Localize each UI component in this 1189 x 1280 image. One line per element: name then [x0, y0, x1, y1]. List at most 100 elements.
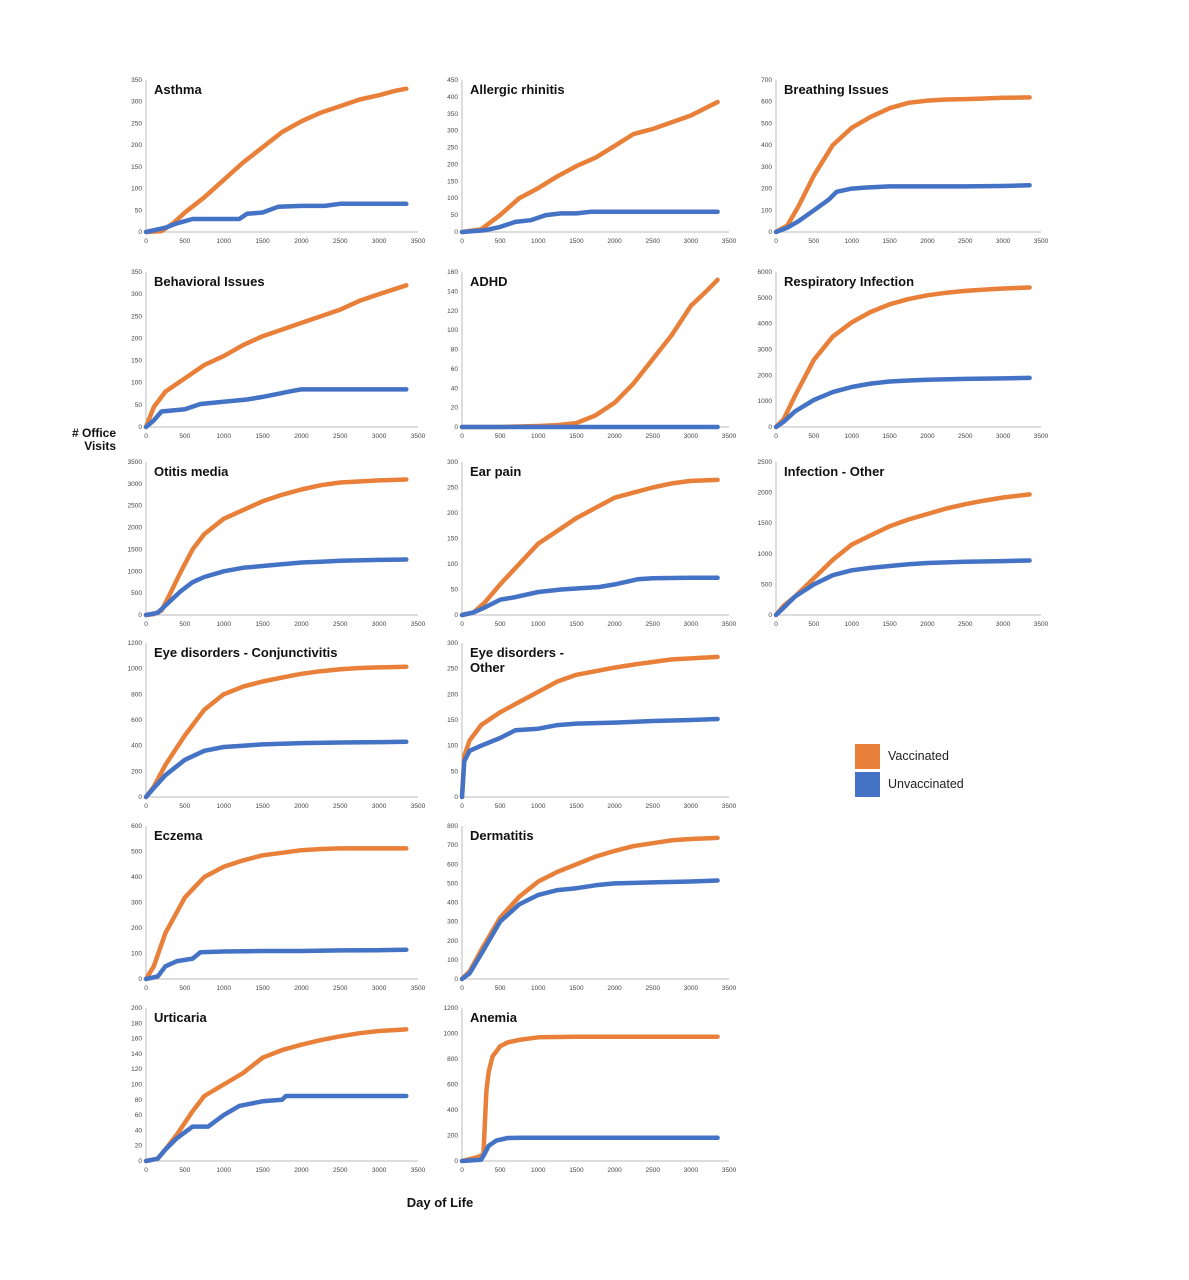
series-line-vaccinated	[143, 846, 409, 982]
series-line-vaccinated	[459, 99, 720, 235]
x-tick-label: 3000	[372, 985, 387, 992]
y-tick-label: 80	[135, 1097, 143, 1104]
x-tick-label: 1500	[255, 985, 270, 992]
y-tick-label: 300	[447, 640, 458, 647]
y-tick-label: 600	[131, 823, 142, 830]
x-tick-label: 0	[144, 433, 148, 440]
x-tick-label: 1500	[882, 621, 897, 628]
x-tick-label: 3000	[372, 1167, 387, 1174]
y-tick-label: 1000	[128, 568, 143, 575]
x-tick-label: 3500	[722, 433, 737, 440]
chart-otitis-media: 0 500 1000 1500 2000 2500 3000 3500 0 500 1000 1500…	[128, 459, 426, 628]
x-tick-label: 500	[495, 238, 506, 245]
y-tick-label: 40	[451, 385, 459, 392]
y-tick-label: 100	[131, 951, 142, 958]
y-tick-label: 200	[131, 768, 142, 775]
y-tick-label: 150	[131, 164, 142, 171]
x-tick-label: 2500	[333, 803, 348, 810]
y-tick-label: 0	[138, 229, 142, 236]
x-tick-label: 3500	[722, 238, 737, 245]
legend-label-vaccinated: Vaccinated	[888, 749, 949, 763]
x-tick-label: 2000	[920, 238, 935, 245]
y-tick-label: 500	[131, 849, 142, 856]
y-tick-label: 500	[447, 880, 458, 887]
y-tick-label: 200	[447, 1133, 458, 1140]
x-tick-label: 3500	[411, 433, 426, 440]
series-line-vaccinated	[143, 86, 409, 235]
x-tick-label: 0	[460, 621, 464, 628]
x-tick-label: 1500	[569, 1167, 584, 1174]
legend-label-unvaccinated: Unvaccinated	[888, 777, 964, 791]
y-tick-label: 3000	[758, 347, 773, 354]
y-tick-label: 250	[447, 145, 458, 152]
y-tick-label: 1000	[758, 551, 773, 558]
y-tick-label: 1200	[128, 640, 143, 647]
x-tick-label: 500	[495, 985, 506, 992]
x-tick-label: 3500	[722, 803, 737, 810]
x-tick-label: 0	[460, 238, 464, 245]
series-line-vaccinated	[143, 283, 409, 430]
x-tick-label: 1000	[844, 238, 859, 245]
x-tick-label: 500	[808, 433, 819, 440]
series-line-unvaccinated	[459, 1135, 720, 1164]
series-line-unvaccinated	[143, 1093, 409, 1164]
x-tick-label: 2500	[645, 985, 660, 992]
chart-anemia: 0 200 400 600 800 1000 1200 0 500 1000 1500 2000 250…	[444, 1005, 737, 1174]
x-tick-label: 3500	[1034, 238, 1049, 245]
y-tick-label: 160	[447, 269, 458, 276]
x-tick-label: 1500	[569, 803, 584, 810]
y-tick-label: 200	[131, 925, 142, 932]
x-tick-label: 1000	[844, 621, 859, 628]
y-tick-label: 600	[447, 1082, 458, 1089]
y-tick-label: 200	[447, 161, 458, 168]
legend-item-vaccinated: Vaccinated	[855, 742, 964, 770]
series-line-vaccinated	[773, 285, 1032, 430]
x-tick-label: 2000	[294, 803, 309, 810]
chart-respiratory-infection: 0 1000 2000 3000 4000 5000 6000 0 500 1000 1500 200…	[758, 269, 1049, 440]
series-line-unvaccinated	[143, 201, 409, 235]
y-tick-label: 100	[447, 561, 458, 568]
x-tick-label: 3000	[372, 433, 387, 440]
y-tick-label: 600	[131, 717, 142, 724]
y-tick-label: 1000	[128, 666, 143, 673]
x-tick-label: 2000	[607, 985, 622, 992]
x-tick-label: 1000	[216, 433, 231, 440]
x-tick-label: 3000	[372, 803, 387, 810]
x-tick-label: 2000	[607, 803, 622, 810]
y-tick-label: 600	[447, 861, 458, 868]
y-tick-label: 250	[447, 485, 458, 492]
x-tick-label: 3000	[684, 621, 699, 628]
y-tick-label: 200	[447, 510, 458, 517]
y-tick-label: 0	[454, 794, 458, 801]
x-tick-label: 2500	[333, 985, 348, 992]
x-tick-label: 0	[774, 621, 778, 628]
x-tick-label: 0	[774, 238, 778, 245]
y-tick-label: 1000	[444, 1031, 459, 1038]
chart-title: Asthma	[154, 82, 202, 97]
x-tick-label: 3500	[1034, 621, 1049, 628]
x-tick-label: 1500	[882, 238, 897, 245]
series-line-vaccinated	[459, 654, 720, 800]
y-tick-label: 700	[447, 842, 458, 849]
y-tick-label: 2000	[758, 490, 773, 497]
x-tick-label: 2500	[333, 621, 348, 628]
x-tick-label: 0	[144, 985, 148, 992]
y-tick-label: 300	[447, 919, 458, 926]
x-tick-label: 0	[460, 803, 464, 810]
x-tick-label: 1000	[531, 1167, 546, 1174]
y-tick-label: 300	[131, 291, 142, 298]
legend-swatch-unvaccinated	[855, 771, 880, 797]
x-tick-label: 2500	[645, 238, 660, 245]
y-tick-label: 400	[761, 142, 772, 149]
y-tick-label: 20	[135, 1143, 143, 1150]
x-tick-label: 3500	[722, 985, 737, 992]
y-tick-label: 0	[138, 1158, 142, 1165]
x-tick-label: 1000	[531, 985, 546, 992]
y-tick-label: 50	[451, 587, 459, 594]
series-line-unvaccinated	[773, 375, 1032, 430]
y-tick-label: 200	[447, 691, 458, 698]
y-tick-label: 140	[131, 1051, 142, 1058]
